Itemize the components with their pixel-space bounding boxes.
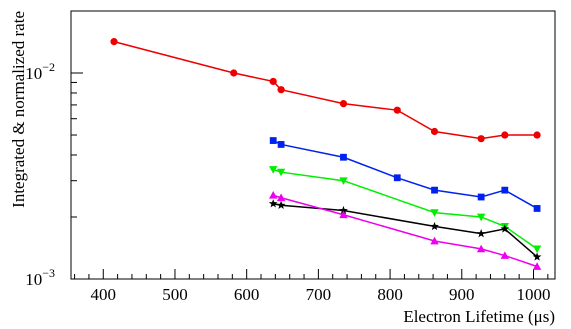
star-marker <box>268 199 278 208</box>
square-marker <box>269 137 277 144</box>
triangle-up-marker <box>532 262 542 270</box>
y-axis-label: Integrated & normalized rate <box>9 11 28 208</box>
square-marker <box>393 174 401 182</box>
series-3 <box>269 166 542 254</box>
plot-frame <box>70 10 556 280</box>
series-line <box>272 168 538 250</box>
series-2 <box>269 137 541 212</box>
series-4 <box>268 199 542 261</box>
series-layer <box>110 38 542 270</box>
triangle-up-marker <box>500 251 510 259</box>
y-tick-exponent: −2 <box>42 60 55 74</box>
x-tick-label: 800 <box>377 285 403 304</box>
circle-marker <box>339 100 348 108</box>
circle-marker <box>477 135 485 143</box>
triangle-down-marker <box>532 245 542 254</box>
x-tick-label: 900 <box>449 285 475 304</box>
y-tick-exponent: −3 <box>42 266 55 280</box>
triangle-down-marker <box>476 213 486 222</box>
star-marker <box>276 200 286 209</box>
series-line <box>272 139 538 210</box>
x-tick-label: 700 <box>306 285 332 304</box>
square-marker <box>501 186 509 194</box>
x-axis-ticks: 400 500 600 700 800 900 1000 <box>74 269 550 304</box>
circle-marker <box>110 38 118 46</box>
series-line <box>273 202 538 258</box>
circle-marker <box>430 127 439 136</box>
series-line <box>113 40 538 140</box>
star-marker <box>532 252 542 261</box>
square-marker <box>431 186 438 194</box>
circle-marker <box>277 86 285 94</box>
square-marker <box>533 205 541 212</box>
triangle-up-marker <box>269 191 278 199</box>
square-marker <box>477 193 485 201</box>
circle-marker <box>501 131 509 139</box>
triangle-up-marker <box>430 236 439 245</box>
series-1 <box>110 38 541 143</box>
triangle-up-marker <box>339 210 348 219</box>
square-marker <box>340 153 347 161</box>
y-tick-label: 10−2 <box>25 60 55 83</box>
x-axis-label: Electron Lifetime (μs) <box>403 307 555 326</box>
x-tick-label: 1000 <box>516 285 550 304</box>
triangle-up-marker <box>476 244 486 253</box>
triangle-up-marker <box>276 193 286 202</box>
triangle-down-marker <box>276 168 286 177</box>
square-marker <box>277 141 285 148</box>
circle-marker <box>230 69 238 77</box>
y-tick-base: 10 <box>25 64 42 83</box>
circle-marker <box>533 131 541 139</box>
x-tick-label: 600 <box>234 285 260 304</box>
star-marker <box>500 224 510 233</box>
star-marker <box>339 205 348 215</box>
triangle-down-marker <box>430 209 439 217</box>
x-tick-label: 400 <box>91 285 117 304</box>
y-tick-label: 10−3 <box>25 266 55 289</box>
triangle-down-marker <box>339 177 348 185</box>
star-marker <box>476 229 486 238</box>
star-marker <box>430 221 439 231</box>
series-5 <box>269 191 542 270</box>
circle-marker <box>393 106 401 114</box>
y-axis-ticks: 10−310−2 <box>25 10 83 289</box>
y-tick-base: 10 <box>25 270 42 289</box>
x-tick-label: 500 <box>162 285 188 304</box>
circle-marker <box>269 77 277 86</box>
triangle-down-marker <box>269 166 278 174</box>
